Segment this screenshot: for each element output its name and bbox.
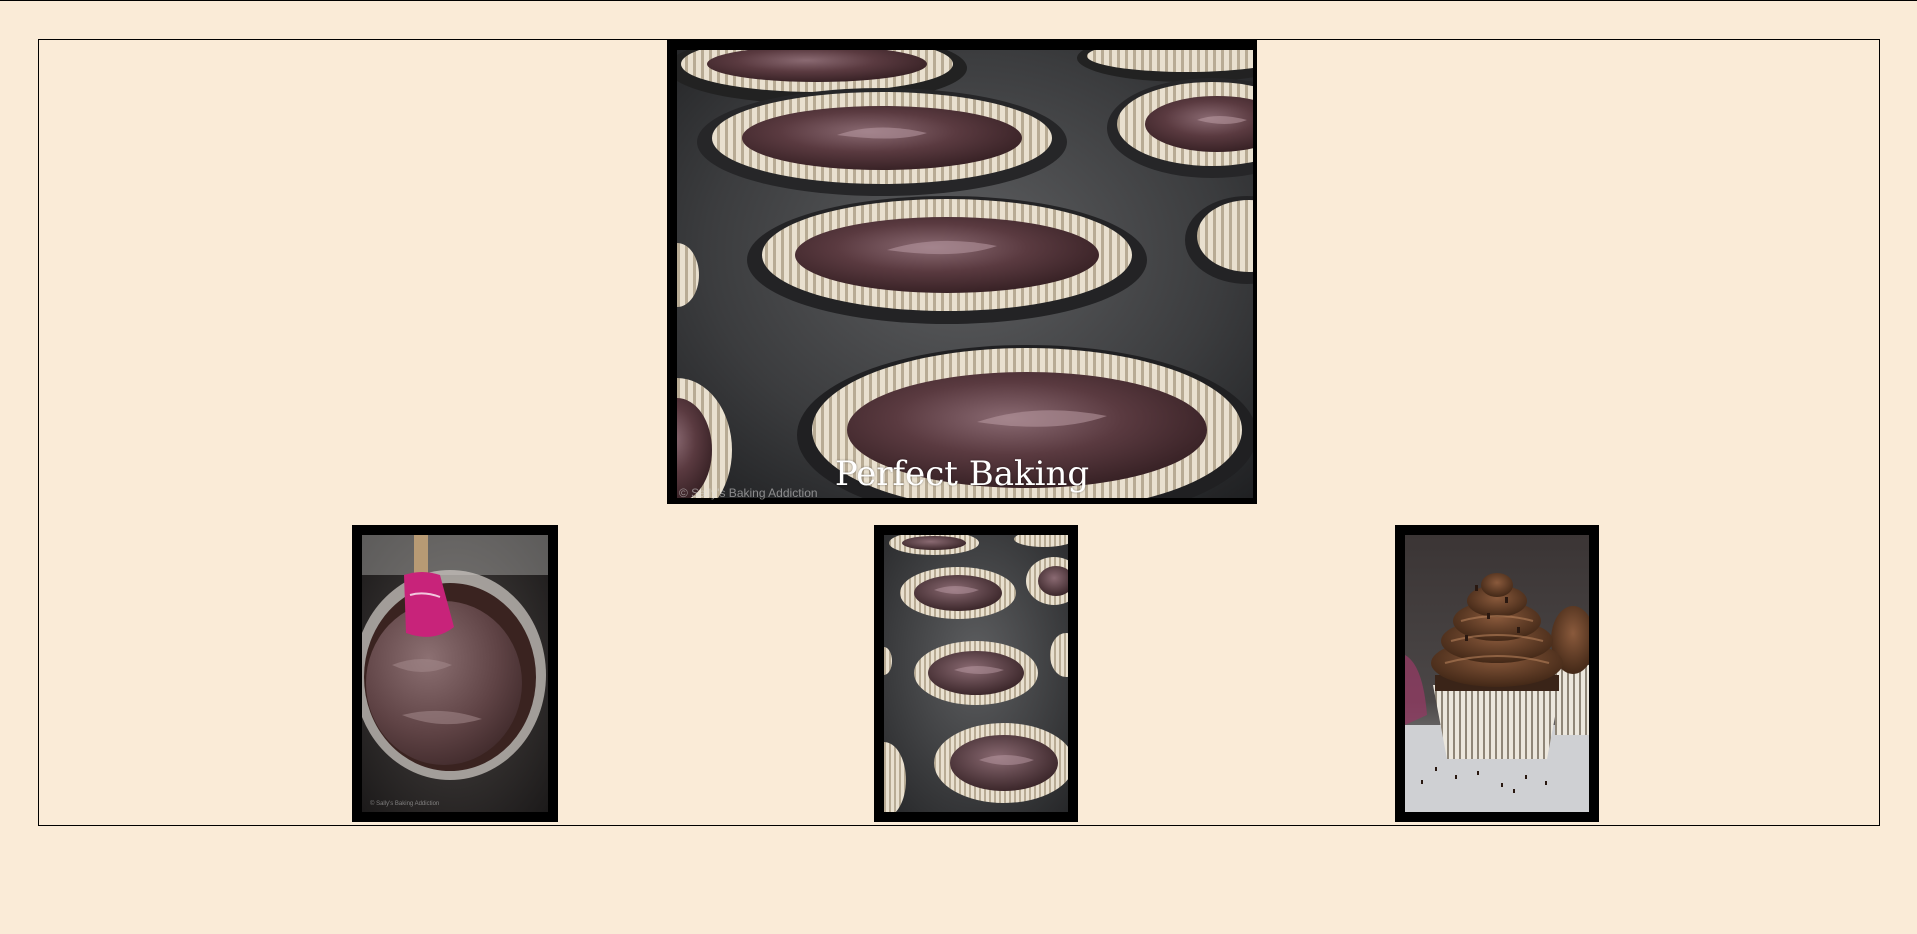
thumbnail-batter-bowl-image: © Sally's Baking Addiction (362, 535, 548, 812)
thumbnail-batter-bowl-watermark: © Sally's Baking Addiction (370, 800, 439, 807)
main-photo-caption: Perfect Baking (834, 454, 1090, 494)
main-photo-image (677, 50, 1253, 498)
main-photo[interactable]: © Sally's Baking Addiction Perfect Bakin… (667, 40, 1257, 504)
thumbnail-frosted-cupcake[interactable] (1395, 525, 1599, 822)
top-rule (0, 0, 1917, 1)
thumbnail-cupcake-pan[interactable] (874, 525, 1078, 822)
thumbnail-frosted-cupcake-image (1405, 535, 1589, 812)
thumbnail-batter-bowl[interactable]: © Sally's Baking Addiction (352, 525, 558, 822)
main-photo-watermark: © Sally's Baking Addiction (679, 486, 818, 500)
thumbnail-cupcake-pan-image (884, 535, 1068, 812)
gallery-frame (38, 39, 1880, 826)
